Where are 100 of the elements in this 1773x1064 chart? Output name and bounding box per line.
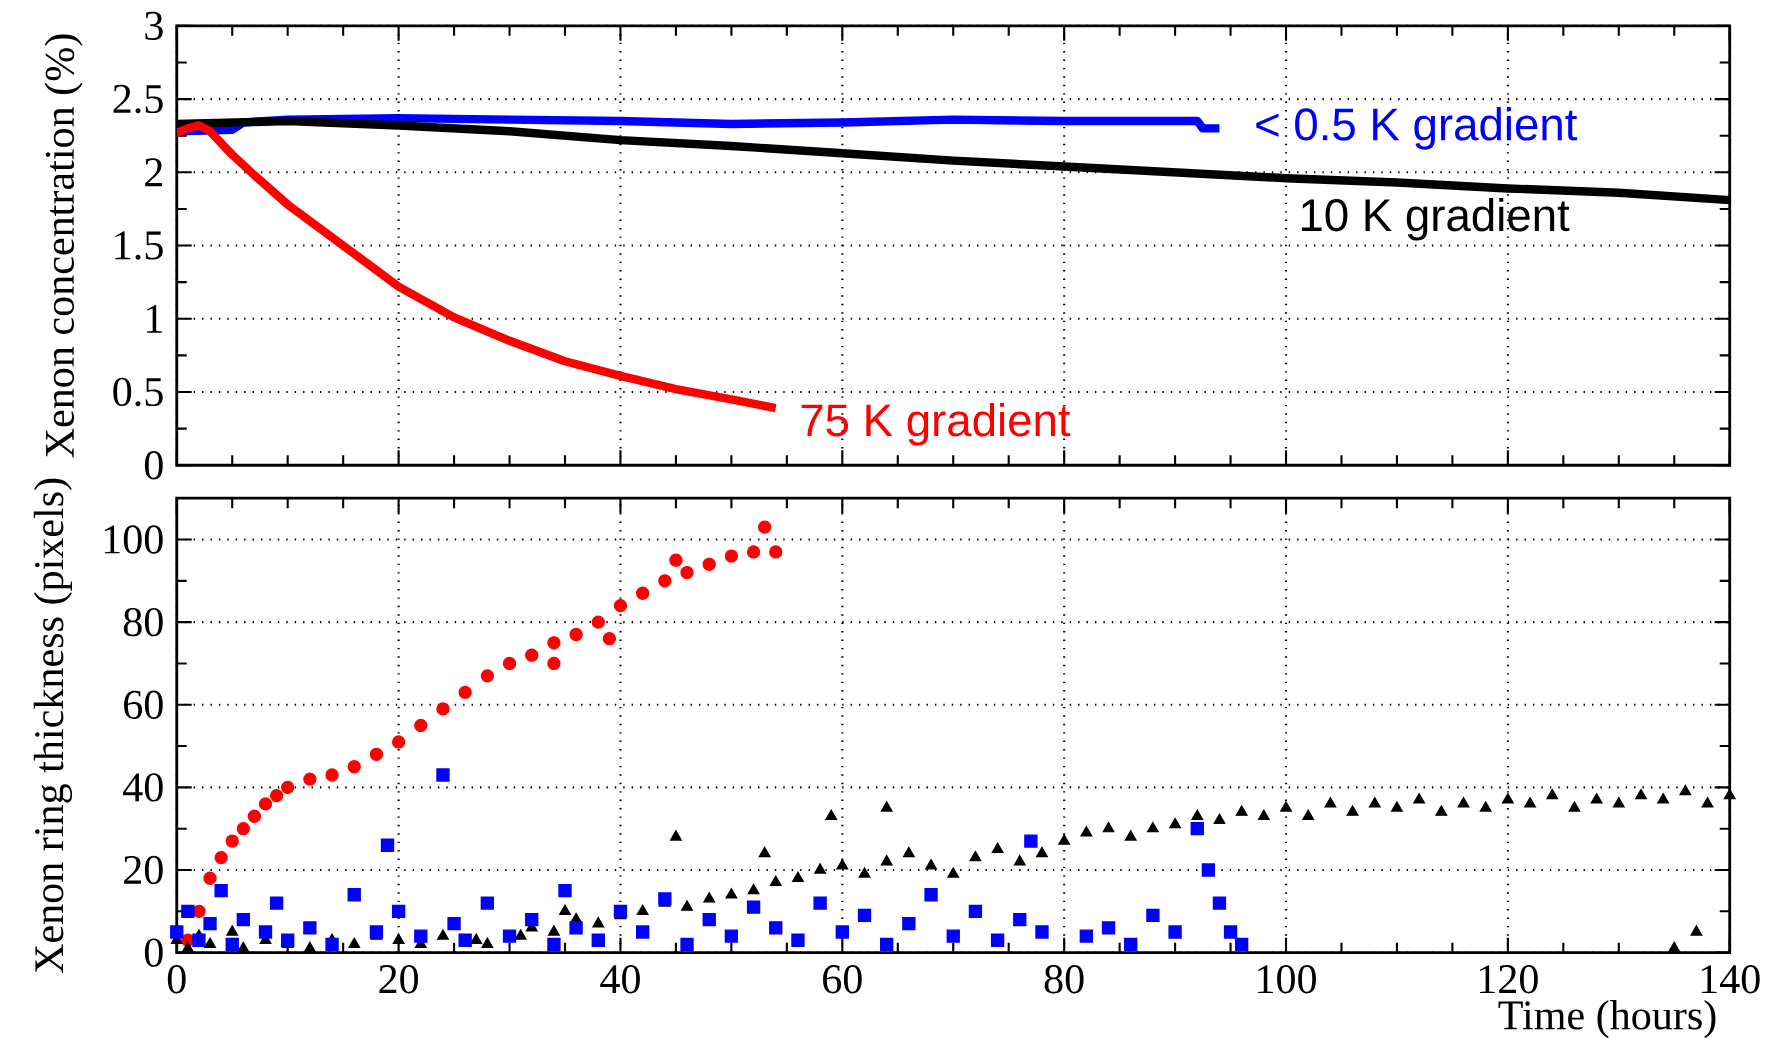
point: [458, 685, 472, 699]
y-tick-label: 3: [145, 11, 163, 40]
point: [525, 648, 539, 662]
point: [181, 904, 195, 918]
point: [1223, 925, 1238, 939]
point: [1234, 937, 1249, 951]
point: [303, 772, 317, 786]
point: [791, 933, 805, 947]
point: [1101, 920, 1116, 935]
point: [547, 937, 561, 951]
point: [857, 908, 872, 922]
point: [214, 850, 228, 865]
point: [214, 883, 228, 898]
x-tick-label: 140: [1701, 964, 1760, 994]
y-tick-label: 2.5: [113, 84, 163, 114]
point: [558, 883, 572, 898]
y-tick-label: 40: [123, 772, 163, 802]
point: [391, 735, 406, 749]
y-tick-label: 60: [124, 690, 163, 719]
y-tick-label: 100: [104, 525, 163, 554]
y-tick-label: 0.5: [113, 377, 163, 407]
point: [480, 668, 495, 683]
x-tick-label: 120: [1479, 964, 1538, 994]
point: [658, 573, 672, 588]
point: [258, 797, 273, 811]
point: [281, 780, 295, 794]
point: [369, 925, 384, 939]
point: [758, 520, 772, 534]
point: [547, 656, 561, 670]
point: [170, 925, 184, 939]
series-label: < 0.5 K gradient: [1256, 106, 1578, 150]
x-tick-label: 40: [600, 964, 640, 994]
point: [547, 635, 561, 650]
point: [658, 892, 672, 906]
point: [236, 912, 250, 927]
x-axis-title: Time (hours): [1498, 999, 1716, 1038]
point: [281, 933, 295, 947]
point: [569, 920, 583, 935]
point: [924, 887, 938, 902]
point: [325, 937, 339, 951]
point: [724, 929, 739, 943]
y-tick-label: 20: [124, 855, 163, 884]
point: [380, 838, 395, 852]
point: [902, 916, 916, 931]
point: [347, 887, 361, 902]
point: [502, 929, 517, 943]
point: [1079, 929, 1094, 943]
point: [1146, 908, 1160, 922]
point: [591, 615, 605, 629]
point: [269, 788, 284, 803]
y-tick-label: 2: [145, 158, 163, 187]
point: [391, 904, 406, 918]
point: [347, 759, 361, 774]
point: [414, 929, 428, 943]
point: [447, 916, 461, 931]
point: [203, 871, 217, 885]
point: [946, 929, 960, 943]
point: [1124, 937, 1138, 951]
point: [613, 598, 628, 613]
point: [680, 937, 694, 951]
point: [1024, 834, 1038, 848]
point: [669, 553, 683, 567]
point: [525, 912, 539, 927]
point: [192, 933, 206, 947]
point: [225, 834, 239, 848]
point: [1013, 912, 1027, 927]
point: [1190, 821, 1204, 836]
x-tick-label: 80: [1044, 964, 1084, 994]
point: [325, 768, 339, 782]
point: [968, 904, 983, 918]
point: [813, 896, 827, 910]
y-tick-label: 1.5: [115, 231, 163, 260]
y-tick-label: 80: [123, 607, 163, 637]
x-tick-label: 0: [167, 964, 186, 994]
point: [635, 586, 650, 600]
point: [602, 631, 617, 646]
y-tick-label: 1: [146, 304, 162, 333]
point: [1168, 925, 1182, 939]
point: [990, 933, 1005, 947]
y-tick-label: 0: [144, 450, 163, 480]
point: [880, 937, 894, 951]
point: [835, 925, 849, 939]
point: [1035, 925, 1049, 939]
x-tick-label: 60: [823, 964, 862, 994]
point: [769, 545, 783, 559]
point: [702, 912, 716, 927]
point: [480, 896, 495, 910]
point: [236, 821, 250, 836]
point: [569, 627, 583, 641]
point: [269, 896, 284, 910]
point: [369, 747, 384, 761]
point: [1212, 896, 1227, 910]
y-tick-label: 0: [144, 938, 163, 967]
point: [414, 718, 428, 732]
x-tick-label: 100: [1258, 964, 1316, 994]
point: [247, 809, 262, 823]
point: [635, 925, 650, 939]
point: [702, 557, 716, 571]
point: [1201, 863, 1216, 877]
series-label: 10 K gradient: [1301, 197, 1570, 241]
